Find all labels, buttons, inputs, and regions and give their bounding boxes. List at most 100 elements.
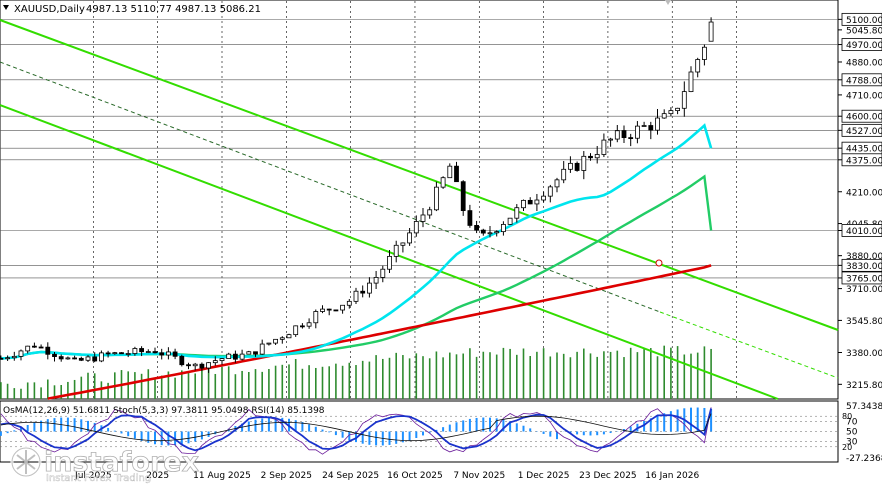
candle-body	[326, 308, 332, 311]
channel-upper-line	[0, 19, 839, 331]
candle-body	[521, 199, 526, 209]
time-tick-label: 7 Nov 2025	[453, 471, 505, 481]
time-axis: 11 Aug 2025 2 Sep 2025 24 Sep 2025 16 Oct 2…	[74, 471, 699, 481]
indicator-label: OsMA(12,26,9) 51.6811 Stoch(5,3,3) 97.38…	[3, 406, 325, 416]
candle-body	[346, 300, 352, 306]
candle-body	[588, 155, 593, 159]
candle-body	[65, 357, 71, 360]
candle-body	[474, 225, 480, 231]
candle-body	[139, 348, 145, 353]
candle-body	[18, 350, 24, 357]
price-tick-label: 3545.80	[846, 317, 882, 327]
price-tick-label: 3830.00	[846, 262, 882, 272]
indicator-tick-label: 30	[846, 438, 858, 448]
candle-body	[387, 255, 392, 270]
price-tick-label: 4010.00	[846, 227, 882, 237]
candle-body	[85, 356, 91, 361]
candle-body	[340, 304, 346, 311]
candle-body	[219, 358, 225, 362]
candle-body	[500, 223, 506, 233]
candle-body	[601, 139, 607, 155]
time-tick-label: 1 Dec 2025	[518, 471, 570, 481]
candle-body	[487, 232, 493, 235]
price-label-box	[841, 224, 882, 237]
price-tick-label: 3880.00	[846, 252, 882, 262]
candle-body	[0, 357, 4, 360]
candle-body	[52, 353, 57, 357]
candle-body	[125, 353, 131, 355]
price-label-box	[841, 258, 882, 272]
price-label-box	[841, 123, 882, 137]
candle-body	[668, 110, 674, 115]
price-marker-icon	[655, 259, 663, 267]
candle-body	[353, 290, 359, 302]
candle-body	[92, 356, 98, 362]
candle-body	[286, 334, 292, 339]
price-tick-label: 4435.00	[846, 145, 882, 155]
candle-body	[212, 360, 218, 364]
indicator-small-label: 80	[842, 412, 852, 421]
candle-body	[25, 345, 31, 352]
candle-body	[105, 352, 111, 355]
main-pane	[0, 0, 839, 462]
oscillator-lines	[0, 407, 712, 455]
price-tick-label: 4375.00	[846, 156, 882, 166]
price-tick-label: 3710.00	[846, 285, 882, 295]
candle-body	[279, 337, 285, 340]
price-label-box	[841, 12, 882, 26]
candle-body	[621, 130, 627, 138]
price-tick-label: 4880.00	[846, 58, 882, 68]
indicator-tick-label: 70	[846, 417, 858, 427]
price-tick-label: 4210.00	[846, 188, 882, 198]
candle-body	[661, 113, 667, 119]
candle-body	[467, 210, 473, 226]
candle-body	[32, 345, 37, 348]
shift-marker-icon	[665, 0, 671, 5]
candle-body	[306, 322, 312, 327]
candle-body	[199, 363, 205, 369]
candle-body	[413, 221, 419, 234]
time-tick-label: 2025	[146, 471, 169, 481]
candle-body	[594, 154, 600, 159]
dropdown-triangle-icon[interactable]	[3, 5, 9, 10]
candle-body	[608, 138, 613, 141]
candle-body	[541, 195, 546, 201]
candle-body	[165, 351, 171, 356]
time-tick-label: 2 Sep 2025	[261, 471, 312, 481]
price-tick-label: 4788.00	[846, 76, 882, 86]
candle-body	[534, 199, 540, 205]
candle-body	[393, 244, 399, 257]
candle-body	[99, 352, 104, 362]
candle-body	[400, 242, 406, 246]
candle-body	[688, 71, 694, 93]
ma-fast-line	[0, 123, 713, 360]
candle-body	[547, 186, 553, 197]
candle-body	[206, 362, 212, 369]
candle-body	[675, 107, 680, 112]
candle-body	[635, 125, 640, 139]
indicator-pane: OsMA(12,26,9) 51.6811 Stoch(5,3,3) 97.38…	[0, 400, 882, 464]
candle-body	[266, 342, 272, 345]
candle-body	[420, 214, 426, 222]
candle-body	[5, 357, 10, 360]
moving-averages	[0, 123, 713, 400]
price-label-box	[841, 271, 882, 285]
candle-body	[226, 353, 232, 359]
price-tick-label: 4970.00	[846, 41, 882, 51]
candle-body	[561, 168, 567, 181]
price-label-box	[841, 73, 882, 87]
time-tick-label: 16 Oct 2025	[387, 471, 443, 481]
candle-body	[152, 351, 158, 354]
watermark-tagline: Instant Forex Trading	[46, 473, 151, 484]
candle-body	[239, 353, 245, 360]
candle-body	[628, 137, 634, 139]
price-tick-label: 4600.00	[846, 113, 882, 123]
price-tick-label: 4710.00	[846, 91, 882, 101]
instaforex-logo-icon	[10, 446, 42, 478]
stoch-d-line	[0, 408, 712, 452]
candle-body	[72, 357, 77, 360]
candle-body	[614, 130, 620, 140]
candle-body	[440, 177, 446, 188]
